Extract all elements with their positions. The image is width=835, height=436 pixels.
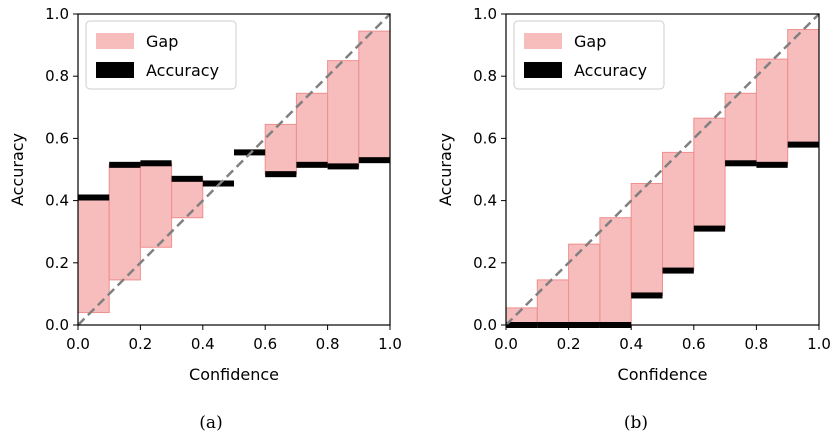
panel-caption: (b) [624,413,648,433]
x-tick-label: 0.6 [253,335,277,353]
gap-bar [599,217,632,326]
y-tick-label: 0.2 [473,254,497,272]
gap-bar [295,92,329,166]
legend-swatch-gap [96,33,134,49]
y-tick-label: 0.0 [473,316,497,334]
y-tick-label: 0.4 [45,192,69,210]
accuracy-bar [693,225,726,232]
x-tick-label: 0.8 [316,335,340,353]
y-axis-label: Accuracy [8,133,27,206]
chart-panel-2: 0.0 0.2 0.4 0.6 0.8 1.0 0.0 0.2 0.4 0.6 0.8 1.0 Conf… [436,5,831,433]
legend-label-gap: Gap [146,32,178,51]
y-tick-label: 0.8 [473,67,497,85]
gap-bar [358,30,391,161]
legend-swatch-accuracy [96,62,134,78]
y-tick-label: 0.6 [473,129,497,147]
gap-bar [77,196,110,314]
chart-panel-1: 0.0 0.2 0.4 0.6 0.8 1.0 0.0 0.2 0.4 0.6 0.8 1.0 Conf… [8,5,402,433]
x-tick-label: 1.0 [807,335,831,353]
y-tick-label: 0.0 [45,316,69,334]
x-tick-label: 0.2 [128,335,152,353]
legend-swatch-gap [524,33,562,49]
x-tick-label: 0.6 [682,335,706,353]
gap-bar [108,164,141,281]
gap-bar [787,29,820,146]
gap-bar [139,162,173,248]
accuracy-bar [265,171,297,178]
perfect-calibration-line [77,13,391,326]
y-tick-label: 0.8 [45,67,69,85]
accuracy-bar [787,141,819,148]
gap-bar [536,279,570,326]
accuracy-bar [327,163,359,170]
legend-swatch-accuracy [524,62,562,78]
gap-bar [755,58,789,166]
accuracy-bar [296,161,328,168]
accuracy-bar [78,194,110,201]
y-tick-label: 1.0 [45,5,69,23]
accuracy-bar [109,161,141,168]
gap-bar [171,178,204,219]
accuracy-bar [358,157,390,164]
axes-frame [77,13,391,326]
x-tick-label: 0.2 [557,335,581,353]
accuracy-bar [631,292,663,299]
x-tick-label: 0.8 [744,335,768,353]
y-tick-label: 0.2 [45,254,69,272]
legend-label-accuracy: Accuracy [574,61,647,80]
axes-frame [505,13,820,326]
accuracy-bar [140,160,172,167]
accuracy-bar [171,175,203,182]
perfect-calibration-line [505,13,820,326]
accuracy-bar [662,267,694,274]
x-axis-label: Confidence [189,365,279,384]
y-tick-label: 1.0 [473,5,497,23]
gap-bar [327,60,360,167]
y-tick-label: 0.4 [473,192,497,210]
panel-caption: (a) [199,413,222,433]
x-tick-label: 0.4 [619,335,643,353]
legend-label-gap: Gap [574,32,606,51]
legend-label-accuracy: Accuracy [146,61,219,80]
accuracy-bar [756,161,788,168]
x-tick-label: 0.0 [494,335,518,353]
x-tick-label: 1.0 [378,335,402,353]
x-axis-label: Confidence [618,365,708,384]
gap-bar [264,123,297,175]
gap-bar [662,151,695,272]
gap-bar [630,182,664,296]
y-tick-label: 0.6 [45,129,69,147]
x-tick-label: 0.0 [66,335,90,353]
y-axis-label: Accuracy [436,133,455,206]
accuracy-bar [725,160,757,167]
x-tick-label: 0.4 [191,335,215,353]
gap-bar [568,243,601,326]
